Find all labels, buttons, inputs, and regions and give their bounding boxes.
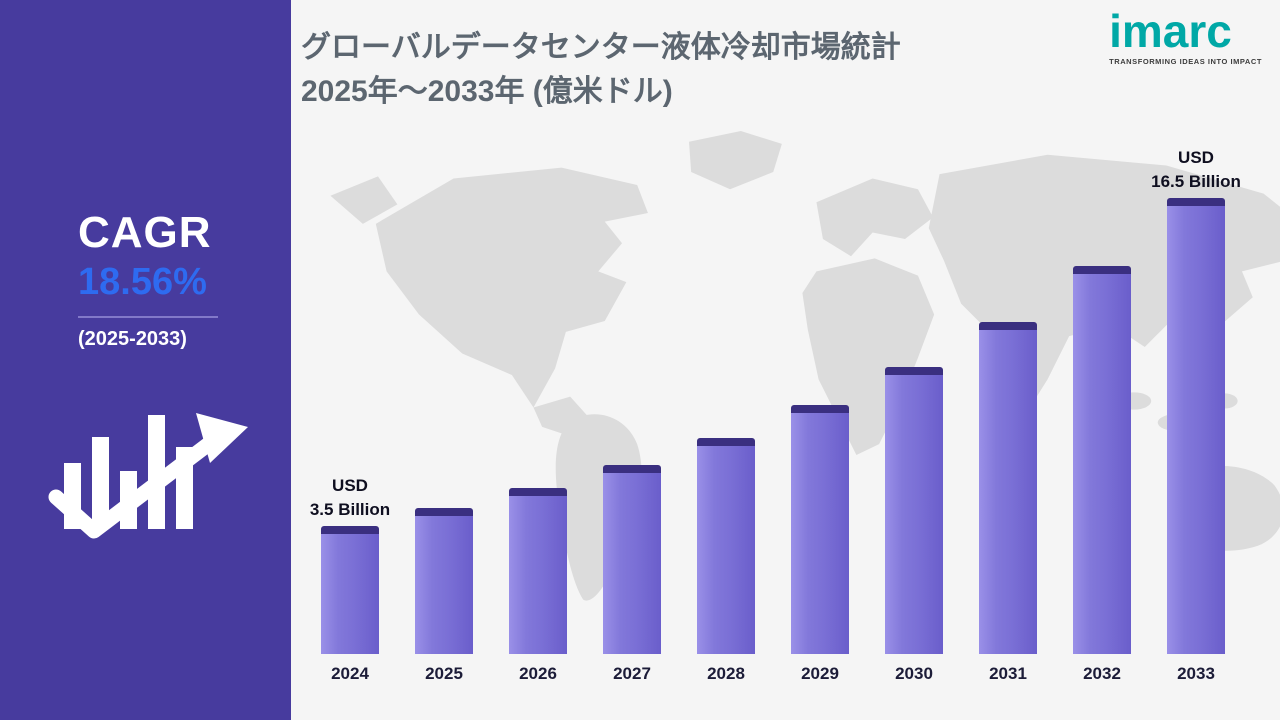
x-axis-label: 2024 (331, 664, 369, 683)
x-axis-label: 2028 (707, 664, 745, 683)
bar-column: 2029 (791, 405, 849, 686)
bar-column: 2027 (603, 465, 661, 686)
bar-column: 2028 (697, 438, 755, 686)
imarc-logo-text: imarc (1109, 5, 1232, 57)
bar-2030 (885, 367, 943, 654)
cagr-label: CAGR (78, 208, 212, 257)
bar-column: USD 3.5 Billion 2024 (310, 476, 390, 686)
bar-column: 2031 (979, 322, 1037, 686)
x-axis-label: 2031 (989, 664, 1027, 683)
x-axis-label: 2025 (425, 664, 463, 683)
chart-area: グローバルデータセンター液体冷却市場統計 2025年～2033年 (億米ドル) … (291, 0, 1280, 720)
bar-2025 (415, 508, 473, 654)
bar-chart: USD 3.5 Billion 2024 2025 2026 2027 2028 2029 20… (310, 148, 1241, 686)
bar-2024: USD 3.5 Billion (310, 476, 390, 654)
bar-2026 (509, 488, 567, 654)
bar-2027 (603, 465, 661, 654)
cagr-divider (78, 315, 218, 318)
bar-2033: USD 16.5 Billion (1151, 148, 1241, 654)
x-axis-label: 2033 (1177, 664, 1215, 683)
bar-column: 2025 (415, 508, 473, 686)
x-axis-label: 2032 (1083, 664, 1121, 683)
imarc-logo-tagline: TRANSFORMING IDEAS INTO IMPACT (1109, 56, 1262, 66)
sidebar: CAGR 18.56% (2025-2033) (0, 0, 291, 720)
imarc-logo: imarc TRANSFORMING IDEAS INTO IMPACT (1109, 8, 1262, 66)
chart-title-line1: グローバルデータセンター液体冷却市場統計 (301, 31, 901, 64)
bar-2028 (697, 438, 755, 654)
bar-column: 2030 (885, 367, 943, 686)
x-axis-label: 2030 (895, 664, 933, 683)
x-axis-label: 2027 (613, 664, 651, 683)
cagr-value: 18.56% (78, 261, 207, 304)
bar-value-label: USD 3.5 Billion (309, 476, 391, 520)
bar-column: 2026 (509, 488, 567, 686)
chart-title: グローバルデータセンター液体冷却市場統計 2025年～2033年 (億米ドル) (301, 26, 901, 113)
cagr-period: (2025-2033) (78, 327, 187, 350)
growth-bars-arrow-icon (48, 412, 248, 539)
bar-column: USD 16.5 Billion 2033 (1151, 148, 1241, 686)
bar-value-label: USD 16.5 Billion (1151, 148, 1241, 192)
bar-2032 (1073, 266, 1131, 654)
chart-title-line2: 2025年～2033年 (億米ドル) (301, 74, 673, 108)
x-axis-label: 2029 (801, 664, 839, 683)
x-axis-label: 2026 (519, 664, 557, 683)
bar-2029 (791, 405, 849, 654)
bar-2031 (979, 322, 1037, 654)
bar-column: 2032 (1073, 266, 1131, 686)
